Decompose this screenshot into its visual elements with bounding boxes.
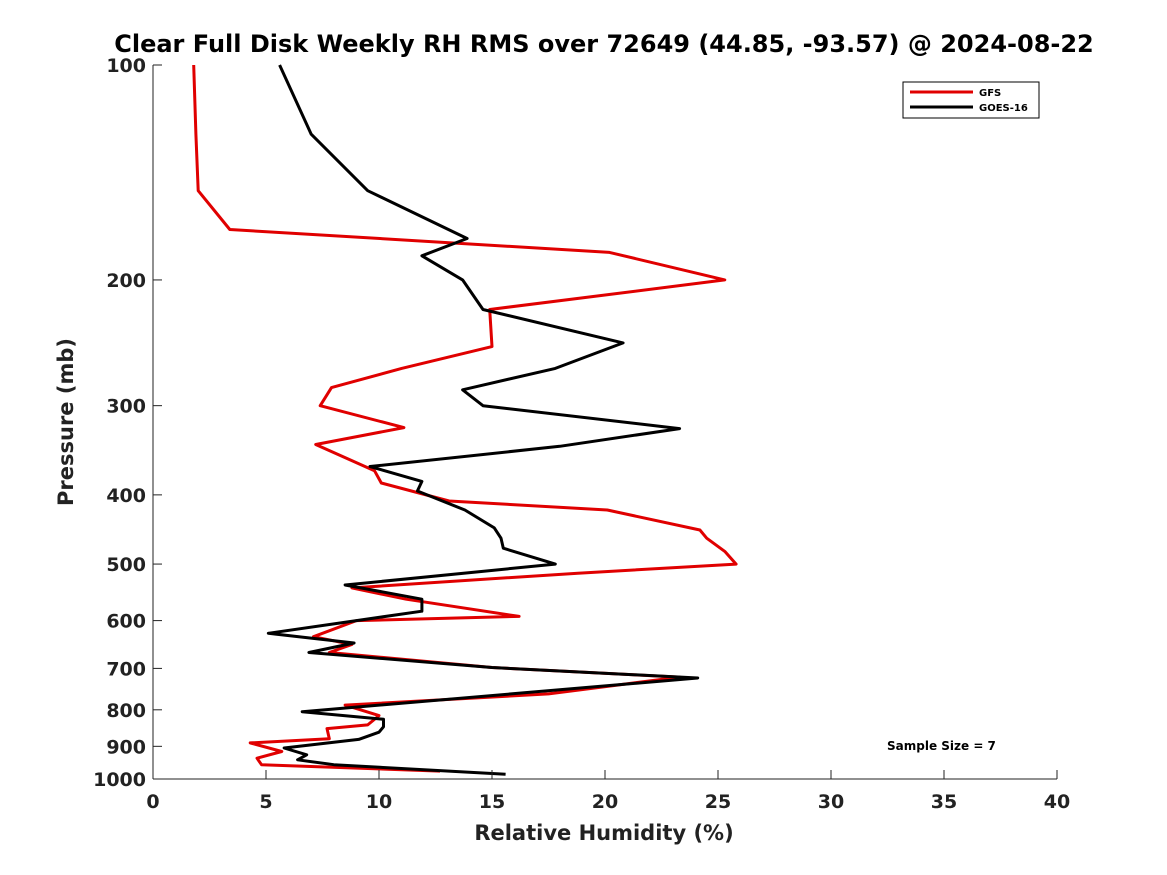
chart-title: Clear Full Disk Weekly RH RMS over 72649… [114,30,1094,58]
legend-label-goes16: GOES-16 [979,103,1028,114]
x-tick-label: 35 [931,791,957,813]
y-tick-label: 800 [106,700,146,722]
legend-box [902,81,1040,119]
x-tick-label: 0 [146,791,159,813]
y-tick-label: 100 [106,55,146,77]
y-tick-label: 300 [106,396,146,418]
x-tick-label: 40 [1044,791,1070,813]
y-tick-label: 700 [106,658,146,680]
y-axis-label: Pressure (mb) [54,338,78,506]
y-tick-label: 500 [106,554,146,576]
axes-layer: 0 5 10 15 20 25 30 35 40 100 200 300 400 500 600 700 800… [93,55,1070,813]
series-line-goes16 [266,64,700,776]
x-tick-label: 10 [366,791,392,813]
y-tick-label: 400 [106,485,146,507]
y-tick-label: 1000 [93,769,146,791]
y-tick-label: 600 [106,611,146,633]
x-tick-label: 15 [479,791,505,813]
x-tick-label: 25 [705,791,731,813]
series-layer [192,64,738,776]
series-line-gfs [192,64,738,773]
x-axis-label: Relative Humidity (%) [474,821,733,845]
y-tick-label: 200 [106,270,146,292]
legend: GFS GOES-16 [902,81,1040,119]
x-tick-label: 20 [592,791,618,813]
x-tick-label: 5 [259,791,272,813]
legend-label-gfs: GFS [979,88,1001,99]
plot-area [153,65,1057,779]
y-tick-label: 900 [106,736,146,758]
x-tick-label: 30 [818,791,844,813]
sample-size-annotation: Sample Size = 7 [887,739,996,753]
